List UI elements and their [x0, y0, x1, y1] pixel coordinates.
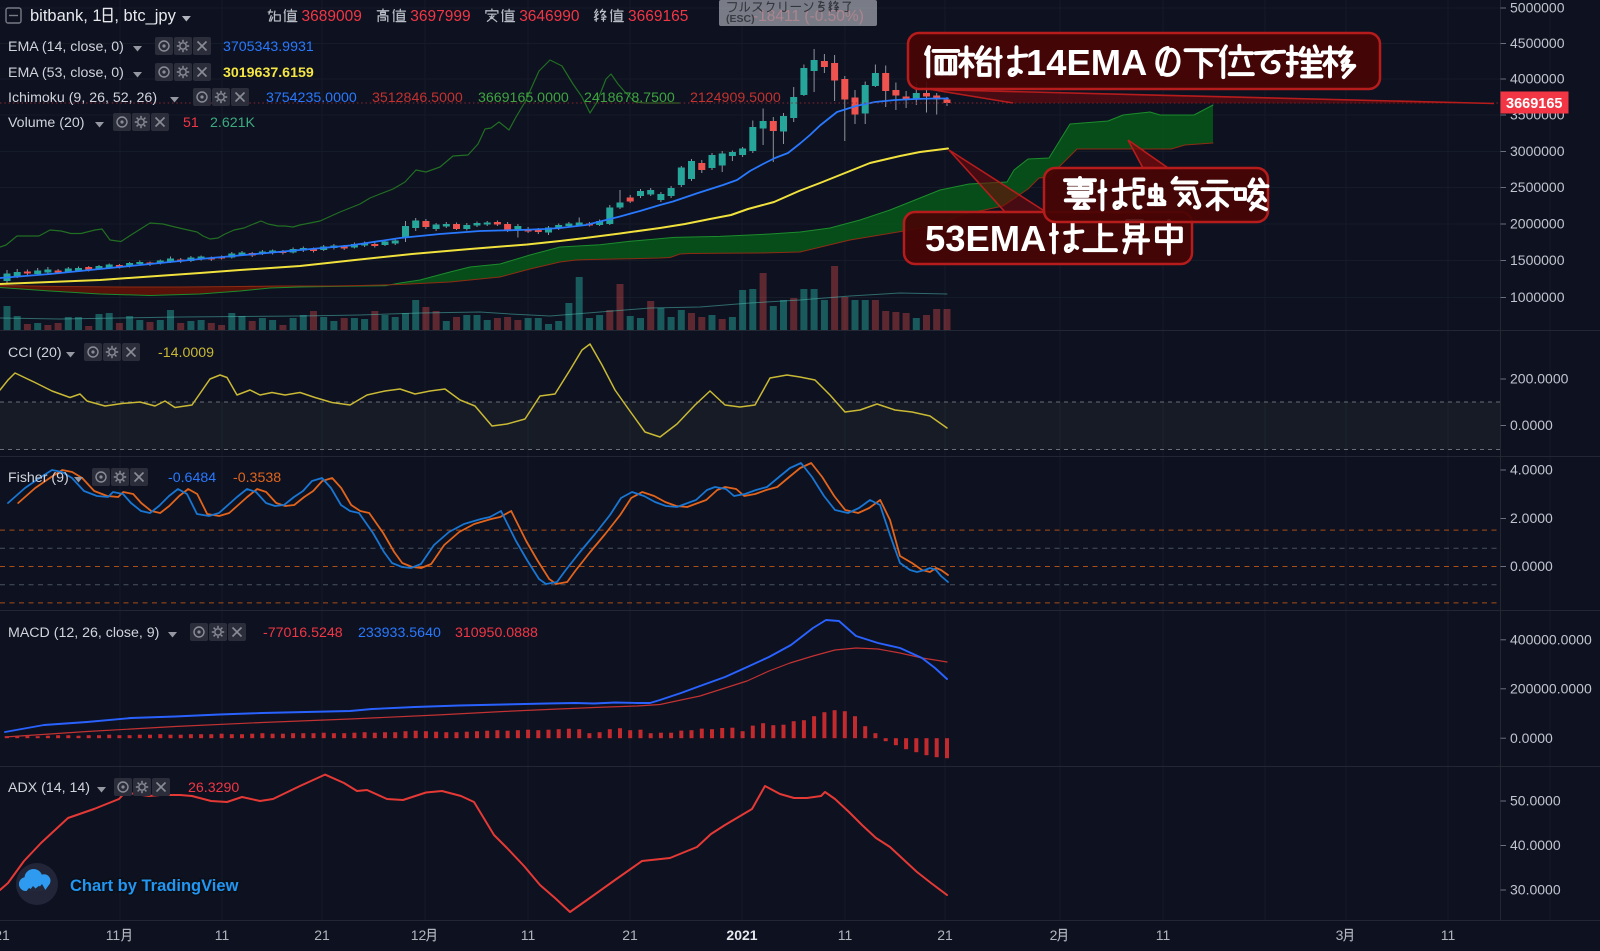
svg-text:3: 3 [1336, 927, 1344, 943]
svg-text:MACD (12, 26, close, 9): MACD (12, 26, close, 9) [8, 625, 159, 641]
svg-text:200.0000: 200.0000 [1510, 371, 1569, 387]
svg-text:ADX (14, 14): ADX (14, 14) [8, 780, 90, 796]
svg-text:53EMA: 53EMA [925, 218, 1046, 259]
svg-text:11: 11 [106, 927, 121, 943]
svg-text:1500000: 1500000 [1510, 252, 1565, 268]
svg-text:2: 2 [1050, 927, 1058, 943]
svg-text:(ESC): (ESC) [726, 13, 755, 25]
svg-text:CCI (20): CCI (20) [8, 345, 62, 361]
svg-text:30.0000: 30.0000 [1510, 882, 1561, 898]
svg-text:0.0000: 0.0000 [1510, 417, 1553, 433]
svg-text:2124909.5000: 2124909.5000 [690, 90, 781, 106]
svg-text:4.0000: 4.0000 [1510, 462, 1553, 478]
svg-text:EMA (14, close, 0): EMA (14, close, 0) [8, 39, 124, 55]
svg-text:400000.0000: 400000.0000 [1510, 631, 1592, 647]
svg-text:3754235.0000: 3754235.0000 [266, 90, 357, 106]
svg-text:-0.3538: -0.3538 [233, 470, 281, 486]
svg-text:2.621K: 2.621K [210, 115, 256, 131]
svg-text:, btc_jpy: , btc_jpy [114, 7, 176, 25]
svg-text:EMA (53, close, 0): EMA (53, close, 0) [8, 65, 124, 81]
svg-text:11: 11 [215, 927, 230, 943]
svg-text:40.0000: 40.0000 [1510, 837, 1561, 853]
svg-text:26.3290: 26.3290 [188, 780, 239, 796]
svg-text:21: 21 [0, 927, 10, 943]
svg-text:Chart by TradingView: Chart by TradingView [70, 877, 239, 895]
svg-text:3000000: 3000000 [1510, 143, 1565, 159]
svg-text:50.0000: 50.0000 [1510, 793, 1561, 809]
svg-text:21: 21 [622, 927, 638, 943]
svg-text:2021: 2021 [726, 927, 757, 943]
svg-text:11: 11 [1156, 927, 1171, 943]
svg-text:1000000: 1000000 [1510, 289, 1565, 305]
svg-text:12: 12 [411, 927, 427, 943]
svg-text:310950.0888: 310950.0888 [455, 625, 538, 641]
svg-text:0.0000: 0.0000 [1510, 558, 1553, 574]
svg-text:14EMA: 14EMA [1026, 42, 1147, 83]
svg-text:-14.0009: -14.0009 [158, 345, 214, 361]
svg-text:2.0000: 2.0000 [1510, 510, 1553, 526]
svg-text:-0.6484: -0.6484 [168, 470, 216, 486]
svg-text:2500000: 2500000 [1510, 179, 1565, 195]
svg-text:3705343.9931: 3705343.9931 [223, 39, 314, 55]
svg-text:3697999: 3697999 [410, 8, 470, 25]
svg-text:4000000: 4000000 [1510, 71, 1565, 87]
svg-text:5000000: 5000000 [1510, 0, 1565, 16]
svg-text:Volume (20): Volume (20) [8, 115, 85, 131]
svg-text:2418678.7500: 2418678.7500 [584, 90, 675, 106]
svg-text:2000000: 2000000 [1510, 216, 1565, 232]
svg-text:21: 21 [937, 927, 953, 943]
svg-text:4500000: 4500000 [1510, 35, 1565, 51]
svg-text:11: 11 [838, 927, 853, 943]
svg-text:3669165: 3669165 [1506, 96, 1562, 112]
svg-text:11: 11 [1441, 927, 1456, 943]
svg-text:3689009: 3689009 [302, 8, 362, 25]
svg-text:21: 21 [314, 927, 330, 943]
svg-text:Ichimoku (9, 26, 52, 26): Ichimoku (9, 26, 52, 26) [8, 90, 157, 106]
svg-text:233933.5640: 233933.5640 [358, 625, 441, 641]
svg-text:-77016.5248: -77016.5248 [263, 625, 343, 641]
svg-text:Fisher (9): Fisher (9) [8, 470, 69, 486]
svg-text:3512846.5000: 3512846.5000 [372, 90, 463, 106]
svg-text:bitbank, 1: bitbank, 1 [30, 7, 102, 25]
svg-text:200000.0000: 200000.0000 [1510, 680, 1592, 696]
svg-text:3669165.0000: 3669165.0000 [478, 90, 569, 106]
svg-text:3646990: 3646990 [519, 8, 580, 25]
svg-text:11: 11 [521, 927, 536, 943]
svg-text:3669165: 3669165 [628, 8, 688, 25]
svg-text:0.0000: 0.0000 [1510, 730, 1553, 746]
svg-text:51: 51 [183, 115, 199, 131]
svg-text:3019637.6159: 3019637.6159 [223, 65, 314, 81]
